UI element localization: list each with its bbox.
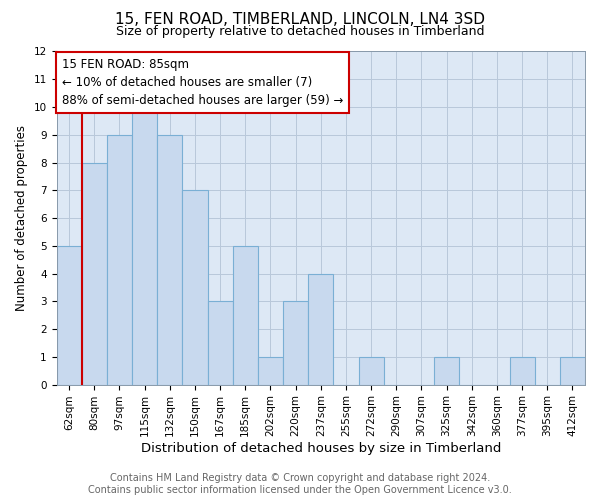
Bar (107, 135, 132, 384)
Bar (560, 357, 585, 384)
Bar (258, 357, 283, 384)
Y-axis label: Number of detached properties: Number of detached properties (15, 125, 28, 311)
Bar (509, 357, 535, 384)
Bar (157, 135, 182, 384)
Bar (208, 302, 233, 384)
Bar (132, 107, 157, 384)
Bar (182, 190, 208, 384)
Text: 15 FEN ROAD: 85sqm
← 10% of detached houses are smaller (7)
88% of semi-detached: 15 FEN ROAD: 85sqm ← 10% of detached hou… (62, 58, 343, 107)
Text: Contains HM Land Registry data © Crown copyright and database right 2024.
Contai: Contains HM Land Registry data © Crown c… (88, 474, 512, 495)
Text: 15, FEN ROAD, TIMBERLAND, LINCOLN, LN4 3SD: 15, FEN ROAD, TIMBERLAND, LINCOLN, LN4 3… (115, 12, 485, 28)
Bar (359, 357, 383, 384)
Bar (283, 302, 308, 384)
Bar (233, 246, 258, 384)
Bar (308, 274, 334, 384)
Bar (434, 357, 459, 384)
X-axis label: Distribution of detached houses by size in Timberland: Distribution of detached houses by size … (140, 442, 501, 455)
Bar (56, 246, 82, 384)
Bar (82, 162, 107, 384)
Text: Size of property relative to detached houses in Timberland: Size of property relative to detached ho… (116, 25, 484, 38)
